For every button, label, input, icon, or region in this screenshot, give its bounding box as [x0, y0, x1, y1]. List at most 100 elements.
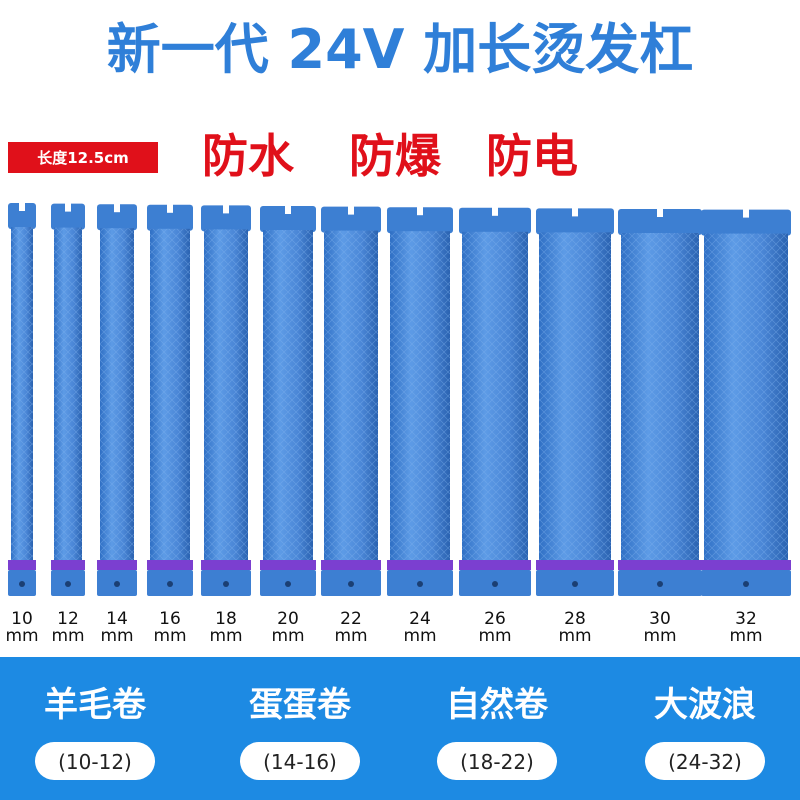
rod-size: 16 [159, 609, 181, 629]
rod-size: 32 [735, 609, 757, 629]
rod-size: 28 [564, 609, 586, 629]
rod-slot [65, 201, 71, 212]
rod-slot [167, 202, 173, 213]
rod-size: 20 [277, 609, 299, 629]
rod-band [701, 560, 791, 570]
range-pill [437, 742, 557, 780]
rod-hole [492, 581, 498, 587]
rod-size: 18 [215, 609, 237, 629]
group-name: 蛋蛋卷 [249, 685, 352, 725]
groups: 羊毛卷 (10-12) 蛋蛋卷 (14-16) 自然卷 (18-22) 大波浪 (24-32) [35, 685, 765, 780]
rod-slot [19, 201, 25, 211]
rod-slot [657, 207, 663, 217]
rod-hole [285, 581, 291, 587]
rod-mesh [621, 233, 699, 560]
group-name: 自然卷 [446, 685, 549, 725]
rod-slot [285, 204, 291, 214]
group-range: (18-22) [460, 750, 534, 774]
rod-mesh [704, 233, 788, 560]
rod-cap [459, 207, 531, 234]
rod-slot [492, 205, 498, 216]
rod-mesh [539, 232, 611, 560]
rod-band [618, 560, 702, 570]
rod-mesh [324, 230, 378, 560]
rod-band [201, 560, 251, 570]
group-name: 大波浪 [654, 685, 756, 725]
rod-mesh [263, 230, 313, 560]
group-range: (14-16) [263, 750, 337, 774]
rod-size: 14 [106, 609, 128, 629]
rod-unit: mm [271, 626, 304, 646]
rod-cap [701, 209, 791, 236]
rod-size: 24 [409, 609, 431, 629]
rod-band [459, 560, 531, 570]
rod-hole [114, 581, 120, 587]
rod-mesh [204, 229, 248, 560]
rod-slot [348, 204, 354, 215]
rod-mesh [150, 228, 190, 561]
rod-band [387, 560, 453, 570]
rod-mesh [11, 227, 33, 560]
rod-unit: mm [643, 626, 676, 646]
rod-band [51, 560, 85, 570]
rod-cap [618, 209, 702, 235]
rod-slot [572, 206, 578, 217]
rod-unit: mm [51, 626, 84, 646]
rod-unit: mm [729, 626, 762, 646]
rod-unit: mm [478, 626, 511, 646]
rod-hole [572, 581, 578, 587]
feature: 防电 [486, 129, 578, 183]
rod-cap [97, 204, 137, 231]
rod-hole [743, 581, 749, 587]
rod-mesh [390, 231, 450, 560]
rod-cap [147, 204, 193, 231]
rod-unit: mm [5, 626, 38, 646]
rod-hole [223, 581, 229, 587]
rod-slot [743, 207, 749, 218]
rod-cap [387, 207, 453, 234]
badge: 长度12.5cm [37, 149, 129, 167]
range-pill [645, 742, 765, 780]
rod-size: 26 [484, 609, 506, 629]
feature: 防爆 [349, 129, 442, 183]
rod-unit: mm [403, 626, 436, 646]
group-range: (10-12) [58, 750, 132, 774]
rod-unit: mm [334, 626, 367, 646]
rod-band [147, 560, 193, 570]
rod-cap [8, 203, 36, 229]
rod-mesh [462, 231, 528, 561]
range-pill [35, 742, 155, 780]
group-name: 羊毛卷 [44, 685, 147, 725]
rod-hole [417, 581, 423, 587]
rod-cap [260, 206, 316, 232]
badge-bg [8, 142, 158, 173]
rod-slot [417, 205, 423, 216]
rod-cap [51, 203, 85, 230]
feature: 防水 [202, 129, 295, 183]
rod-hole [167, 581, 173, 587]
rod-size: 10 [11, 609, 33, 629]
rod-unit: mm [100, 626, 133, 646]
rod-band [260, 560, 316, 570]
rods: 10mm12mm14mm16mm18mm20mm22mm24mm26mm28mm… [5, 201, 791, 646]
rod-slot [223, 203, 229, 214]
rod-hole [657, 581, 663, 587]
rod-band [321, 560, 381, 570]
rod-slot [114, 202, 120, 213]
rod-unit: mm [153, 626, 186, 646]
rod-size: 22 [340, 609, 362, 629]
rod-unit: mm [558, 626, 591, 646]
rod-hole [19, 581, 25, 587]
rod-cap [201, 205, 251, 232]
rod-cap [536, 208, 614, 235]
rod-size: 30 [649, 609, 671, 629]
rod-size: 12 [57, 609, 79, 629]
rod-unit: mm [209, 626, 242, 646]
rod-hole [348, 581, 354, 587]
group-range: (24-32) [668, 750, 742, 774]
rod-cap [321, 206, 381, 233]
rod-hole [65, 581, 71, 587]
rod-band [536, 560, 614, 570]
title: 新一代 24V 加长烫发杠 [107, 18, 694, 81]
